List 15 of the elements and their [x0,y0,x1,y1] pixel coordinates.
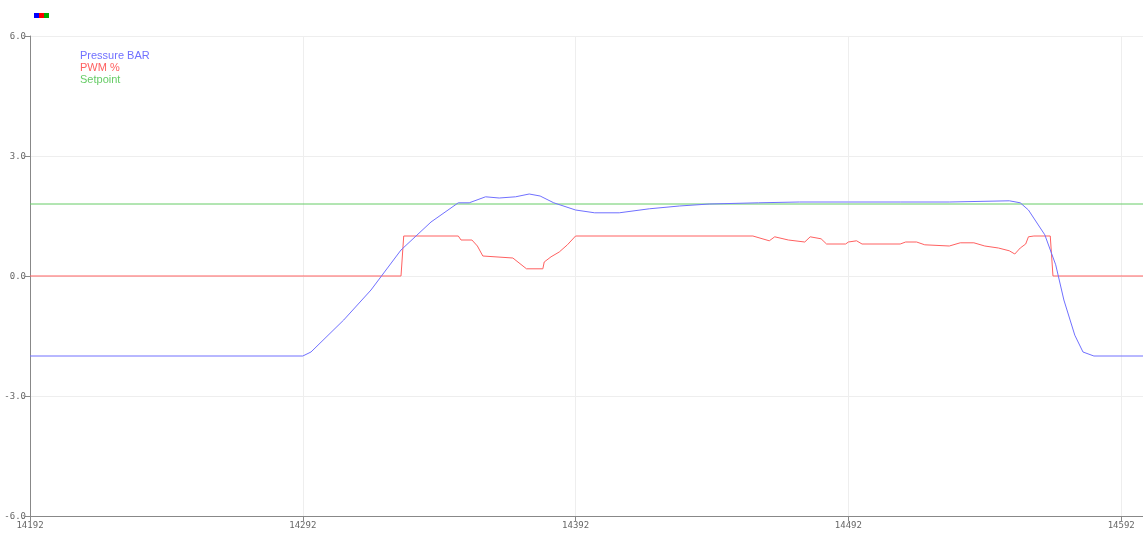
y-tick-label: 3.0 [9,151,26,161]
y-tick-label: -6.0 [4,511,26,521]
x-tick-label: 14392 [562,519,590,530]
y-tick-label: 0.0 [9,271,26,281]
x-tick-label: 14192 [16,519,44,530]
line-series [29,193,1143,357]
y-tick-label: 6.0 [9,31,26,41]
text: PWM % [80,60,120,73]
line-series [29,235,1143,277]
x-tick-label: 14592 [1107,519,1135,530]
x-tick-label: 14492 [834,519,862,530]
x-tick-label: 14292 [289,519,317,530]
y-tick-label: -3.0 [4,391,26,401]
text: Setpoint [80,72,121,85]
text: Pressure BAR [80,48,150,61]
